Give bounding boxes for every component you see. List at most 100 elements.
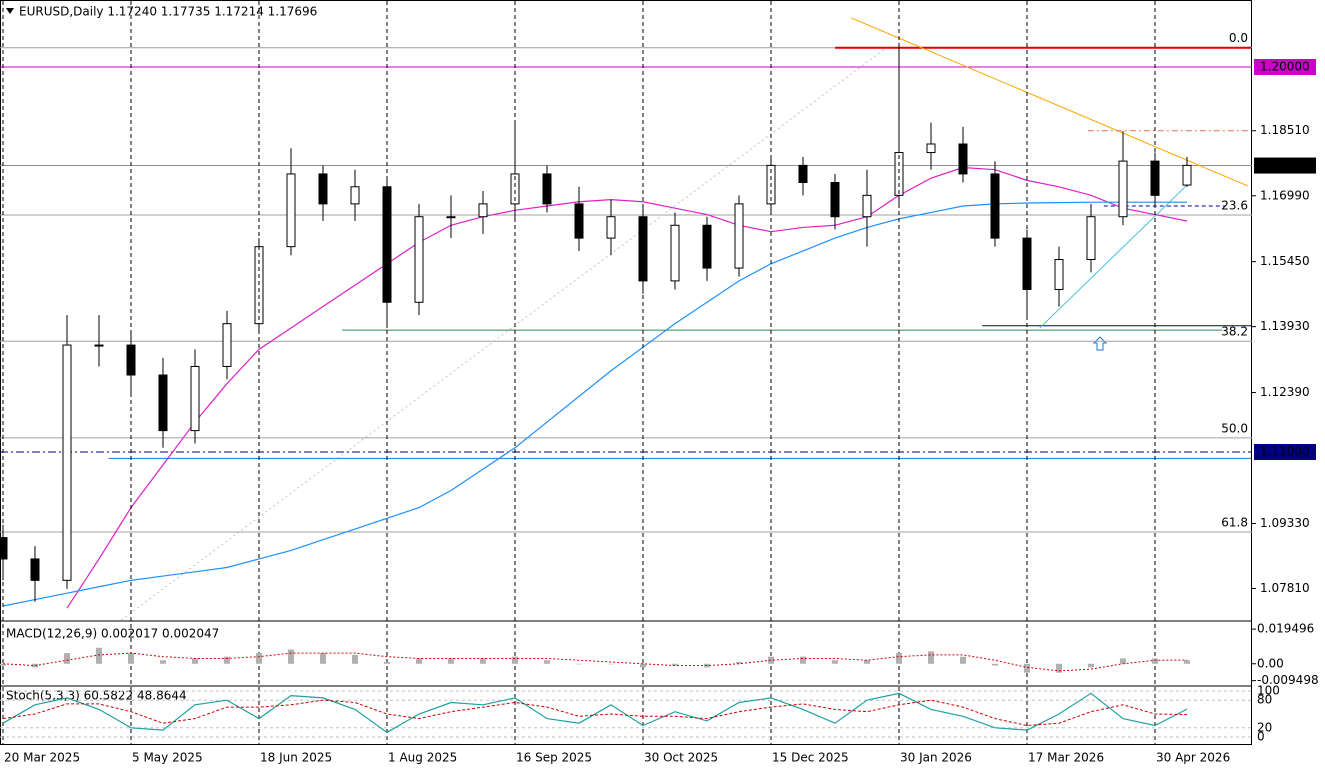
y-tick-label: 1.16990 xyxy=(1260,188,1310,202)
x-tick-label: 30 Jan 2026 xyxy=(900,751,972,765)
chart-title: EURUSD,Daily 1.17240 1.17735 1.17214 1.1… xyxy=(19,5,317,19)
menu-triangle[interactable] xyxy=(6,8,14,14)
x-tick-label: 1 Aug 2025 xyxy=(388,751,457,765)
candle-body xyxy=(318,173,328,205)
stoch-signal xyxy=(2,699,1188,727)
y-tick-label: -0.009498 xyxy=(1257,673,1319,687)
y-tick-label: 100 xyxy=(1257,684,1280,698)
candle-body xyxy=(286,173,296,248)
macd-bar xyxy=(864,660,870,664)
candle-body xyxy=(1182,164,1192,186)
trend-line xyxy=(1039,184,1188,329)
candle-body xyxy=(30,558,40,581)
macd-bar xyxy=(960,656,966,664)
macd-bar xyxy=(288,649,294,664)
candle-body xyxy=(798,164,808,184)
macd-bar xyxy=(192,658,198,664)
macd-bar xyxy=(672,663,678,666)
candle-body xyxy=(350,186,360,205)
level-label-box xyxy=(1254,58,1316,75)
level-label-box xyxy=(1254,444,1316,461)
macd-bar xyxy=(416,658,422,664)
x-tick-label: 18 Jun 2025 xyxy=(260,751,332,765)
x-tick-label: 16 Sep 2025 xyxy=(516,751,592,765)
macd-bar xyxy=(352,654,358,664)
y-tick-label: 1.12390 xyxy=(1260,385,1310,399)
macd-bar xyxy=(800,656,806,664)
macd-bar xyxy=(608,663,614,665)
macd-bar xyxy=(1184,660,1190,664)
macd-bar xyxy=(512,656,518,664)
y-tick-label: 0 xyxy=(1257,730,1265,744)
trend-line xyxy=(121,47,887,620)
macd-bar xyxy=(384,662,390,664)
macd-bar xyxy=(1120,658,1126,664)
macd-bar xyxy=(160,660,166,664)
macd-bar xyxy=(832,660,838,664)
fib-label: 61.8 xyxy=(1221,516,1248,530)
y-tick-label: 80 xyxy=(1257,693,1272,707)
x-tick-label: 15 Dec 2025 xyxy=(772,751,849,765)
macd-bar xyxy=(1056,663,1062,673)
macd-bar xyxy=(928,651,934,664)
level-label-box xyxy=(1254,157,1316,174)
macd-bar xyxy=(640,663,646,668)
x-tick-label: 20 Mar 2025 xyxy=(4,751,80,765)
macd-bar xyxy=(256,653,262,664)
candle-body xyxy=(734,203,744,269)
candle-body xyxy=(958,143,968,175)
candle-body xyxy=(1118,160,1128,218)
macd-bar xyxy=(1024,663,1030,673)
candle-body xyxy=(62,344,72,581)
y-tick-label: 20 xyxy=(1257,720,1272,734)
macd-bar xyxy=(736,662,742,664)
macd-bar xyxy=(96,647,102,664)
fib-label: 50.0 xyxy=(1221,421,1248,435)
macd-bar xyxy=(768,656,774,664)
candle-body xyxy=(1054,259,1064,290)
candle-body xyxy=(862,194,872,218)
y-tick-label: 1.18510 xyxy=(1260,123,1310,137)
x-tick-label: 30 Apr 2026 xyxy=(1156,751,1230,765)
fib-label: 38.2 xyxy=(1221,325,1248,339)
candle-body xyxy=(990,173,1000,239)
macd-bar xyxy=(448,658,454,664)
up-arrow-icon xyxy=(1092,336,1108,351)
candle-body xyxy=(222,323,232,367)
fib-label: 0.0 xyxy=(1229,31,1248,45)
level-label: 1.11000 xyxy=(1260,445,1310,459)
candle-body xyxy=(574,203,584,239)
candle-body xyxy=(158,374,168,432)
candle-body xyxy=(606,216,616,239)
candle-body xyxy=(510,173,520,205)
macd-bar xyxy=(1088,663,1094,668)
macd-title: MACD(12,26,9) 0.002017 0.002047 xyxy=(6,627,219,641)
moving-average xyxy=(2,201,1187,607)
y-tick-label: 0.00 xyxy=(1257,656,1284,670)
stoch-main xyxy=(2,692,1188,734)
y-tick-label: 0.019496 xyxy=(1257,622,1314,636)
candle-body xyxy=(478,203,488,218)
candle-body xyxy=(670,224,680,282)
macd-bar xyxy=(320,653,326,664)
macd-bar xyxy=(576,663,582,665)
macd-signal xyxy=(2,652,1188,672)
candle-body xyxy=(446,216,456,219)
level-label: 1.17696 xyxy=(1260,158,1310,172)
candle-body xyxy=(190,365,200,432)
candle-body xyxy=(830,182,840,218)
macd-bar xyxy=(480,658,486,664)
macd-bar xyxy=(0,663,6,666)
x-tick-label: 5 May 2025 xyxy=(132,751,203,765)
candle-body xyxy=(702,224,712,269)
macd-bar xyxy=(896,653,902,664)
candle-body xyxy=(94,344,104,347)
macd-bar xyxy=(992,663,998,666)
candle-body xyxy=(414,216,424,303)
stoch-title: Stoch(5,3,3) 60.5822 48.8644 xyxy=(6,689,187,703)
y-tick-label: 1.13930 xyxy=(1260,319,1310,333)
macd-bar xyxy=(1152,658,1158,664)
y-tick-label: 1.15450 xyxy=(1260,254,1310,268)
candle-body xyxy=(894,152,904,196)
